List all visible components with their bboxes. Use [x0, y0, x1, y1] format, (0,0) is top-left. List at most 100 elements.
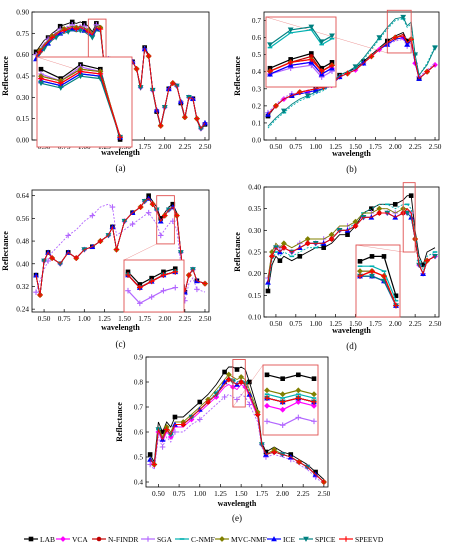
zoom-region-box: [232, 359, 246, 408]
zoom-connector: [123, 243, 157, 261]
series-point-speevd: [161, 212, 168, 219]
zoom-connector: [232, 364, 264, 408]
y-tick-label: 0.40: [16, 259, 29, 268]
legend-marker: [60, 536, 66, 542]
series-point-lab: [321, 245, 326, 250]
series-point-speevd: [376, 210, 383, 216]
legend-marker: [343, 536, 349, 542]
series-point-speevd: [304, 240, 311, 247]
series-point-mvc-nmf: [238, 374, 245, 380]
series-point-lab: [247, 379, 252, 385]
series-line-c-nmf: [267, 203, 436, 287]
series-point-speevd: [49, 255, 55, 261]
series-point-speevd: [344, 70, 351, 77]
series-point-speevd: [97, 26, 104, 32]
legend-item-spice: SPICE: [299, 535, 336, 544]
series-point-spice: [376, 35, 383, 41]
series-point-lab: [81, 21, 87, 26]
x-axis-label: wavelength: [218, 499, 257, 508]
series-point-lab: [369, 206, 374, 211]
series-point-sga: [129, 221, 136, 227]
y-tick-label: 0.56: [16, 214, 29, 223]
inset-point-speevd: [287, 59, 294, 66]
series-point-mvc-nmf: [352, 218, 359, 225]
inset-point-speevd: [137, 284, 143, 291]
inset-point-spice: [287, 27, 294, 33]
inset-point-sga: [311, 418, 317, 425]
x-tick-label: 1.00: [193, 489, 206, 498]
zoom-region-box: [156, 195, 175, 245]
legend-marker: [145, 536, 151, 542]
inset-point-lab: [137, 282, 143, 287]
chart-panel-2: 0.0 0.1 0.2 0.3 0.4 0.5 0.6 0.7 0.50 0.75 1.00 1.25…: [233, 9, 442, 174]
series-point-speevd: [73, 26, 80, 32]
inset-point-speevd: [125, 272, 131, 278]
series-point-sga: [172, 429, 178, 435]
series-line-lab: [267, 195, 436, 292]
x-tick-label: 1.25: [329, 319, 342, 328]
x-axis-label: wavelength: [332, 326, 371, 335]
zoom-inset: [123, 243, 185, 313]
inset-line-lab: [359, 255, 397, 296]
legend-label: SPEEVD: [355, 535, 384, 544]
inset-point-lab: [125, 269, 131, 275]
x-tick-label: 2.50: [199, 142, 212, 151]
legend-item-lab: LAB: [24, 535, 55, 544]
inset-point-spice: [318, 39, 325, 45]
series-point-lab: [197, 399, 203, 405]
y-tick-label: 0.1: [252, 118, 261, 127]
panel-label-2: (b): [346, 164, 357, 174]
y-tick-label: 0.5: [252, 50, 261, 59]
legend-label: SPICE: [315, 535, 336, 544]
series-point-mvc-nmf: [376, 205, 383, 212]
series-point-speevd: [296, 459, 302, 465]
y-tick-label: 0.8: [134, 378, 143, 387]
inset-point-lab: [329, 60, 335, 65]
inset-point-lab: [264, 372, 270, 378]
series-point-spice: [280, 108, 287, 114]
series-point-spice: [400, 14, 407, 21]
zoom-region-box: [386, 9, 412, 54]
x-tick-label: 0.50: [270, 319, 283, 328]
series-point-speevd: [149, 201, 156, 207]
series-point-speevd: [49, 34, 55, 41]
x-tick-label: 0.75: [289, 319, 302, 328]
x-tick-label: 0.75: [289, 142, 302, 151]
x-tick-label: 1.50: [235, 489, 248, 498]
inset-point-mvc-nmf: [357, 268, 363, 275]
zoom-inset-frame: [36, 56, 133, 148]
legend-label: MVC-NMF: [231, 535, 267, 544]
inset-point-lab: [280, 376, 285, 381]
x-tick-label: 1.00: [309, 142, 322, 151]
inset-point-speevd: [295, 395, 302, 401]
inset-point-lab: [288, 57, 293, 62]
series-point-speevd: [225, 376, 232, 383]
series-point-speevd: [37, 49, 43, 55]
y-tick-label: 0.7: [252, 16, 261, 25]
x-tick-label: 1.50: [118, 314, 131, 323]
series-point-speevd: [273, 103, 279, 109]
series-point-lab: [265, 288, 271, 294]
series-point-lab: [160, 429, 165, 435]
inset-line-mvc-nmf: [266, 389, 315, 395]
series-point-speevd: [296, 89, 303, 96]
inset-point-speevd: [308, 56, 315, 63]
chart-panel-1: 0.000.150.300.450.600.750.900.500.751.00…: [1, 8, 212, 174]
series-point-lab: [392, 202, 398, 207]
x-tick-label: 2.25: [178, 142, 191, 151]
series-point-lab: [408, 193, 414, 198]
series-point-sga: [196, 416, 203, 423]
series-point-speevd: [182, 114, 188, 121]
series-point-spice: [404, 210, 411, 216]
series-point-sga: [159, 444, 166, 450]
legend-item-ice: ICE: [267, 535, 296, 544]
y-tick-label: 0.00: [16, 136, 29, 145]
series-point-speevd: [392, 34, 399, 41]
y-tick-label: 0.4: [252, 67, 261, 76]
y-tick-label: 0.5: [134, 453, 143, 462]
series-point-lab: [69, 19, 75, 25]
series-point-lab: [404, 38, 410, 44]
legend-label: LAB: [40, 535, 55, 544]
series-point-ice: [404, 41, 411, 47]
inset-point-lab: [149, 275, 154, 281]
